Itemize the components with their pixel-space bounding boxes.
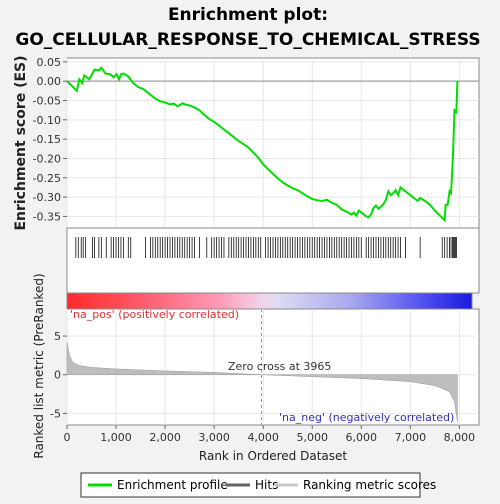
chart-title-line1: Enrichment plot: <box>168 5 328 25</box>
es-plot-area <box>67 58 479 228</box>
chart-title-line2: GO_CELLULAR_RESPONSE_TO_CHEMICAL_STRESS <box>15 30 480 50</box>
correlation-heat-bar <box>67 293 472 309</box>
rank-y-tick-label: 5 <box>54 330 61 343</box>
es-y-tick-label: -0.35 <box>33 210 61 223</box>
na-neg-label: 'na_neg' (negatively correlated) <box>279 411 454 424</box>
rank-x-tick-label: 0 <box>64 431 71 444</box>
rank-y-tick-label: -5 <box>50 407 61 420</box>
rank-x-tick-label: 7,000 <box>395 431 427 444</box>
rank-x-axis-label: Rank in Ordered Dataset <box>199 449 347 463</box>
rank-y-tick-label: 0 <box>54 369 61 382</box>
rank-x-tick-label: 5,000 <box>296 431 328 444</box>
es-y-tick-label: -0.25 <box>33 172 61 185</box>
es-y-axis-label: Enrichment score (ES) <box>13 55 29 230</box>
es-y-tick-label: -0.10 <box>33 114 61 127</box>
es-y-tick-label: 0.00 <box>37 75 62 88</box>
rank-y-axis-label: Ranked list metric (PreRanked) <box>32 273 46 458</box>
rank-x-tick-label: 6,000 <box>346 431 378 444</box>
na-pos-label: 'na_pos' (positively correlated) <box>70 308 239 321</box>
rank-x-tick-label: 2,000 <box>149 431 181 444</box>
legend-enrichment-profile: Enrichment profile <box>117 478 228 492</box>
es-y-tick-label: -0.30 <box>33 191 61 204</box>
rank-x-tick-label: 3,000 <box>198 431 230 444</box>
es-y-tick-label: 0.05 <box>37 56 62 69</box>
rank-x-tick-label: 8,000 <box>444 431 476 444</box>
es-y-tick-label: -0.05 <box>33 95 61 108</box>
es-y-tick-label: -0.15 <box>33 133 61 146</box>
rank-y-ticks: 5 0 -5 <box>50 330 67 420</box>
es-y-ticks: 0.05 0.00 -0.05 -0.10 -0.15 -0.20 -0.25 -0.30 -0… <box>33 56 67 224</box>
legend-ranking-metric: Ranking metric scores <box>303 478 436 492</box>
es-y-tick-label: -0.20 <box>33 152 61 165</box>
rank-x-tick-label: 4,000 <box>247 431 279 444</box>
rank-x-tick-label: 1,000 <box>100 431 132 444</box>
zero-cross-label: Zero cross at 3965 <box>228 360 331 373</box>
rank-x-ticks: 0 1,000 2,000 3,000 4,000 5,000 6,000 7,000 8,00… <box>64 425 476 444</box>
